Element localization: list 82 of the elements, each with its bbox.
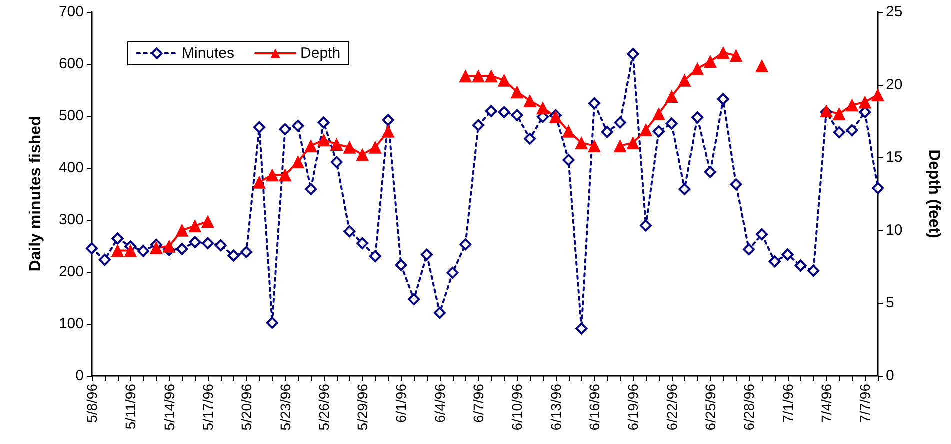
point	[498, 74, 511, 87]
x-tick-label: 6/22/96	[664, 384, 680, 431]
point	[858, 96, 872, 109]
point	[330, 138, 344, 151]
point	[150, 241, 163, 254]
point	[111, 244, 124, 258]
point	[678, 74, 692, 87]
y-tick-label: 300	[58, 212, 84, 228]
point	[652, 107, 666, 120]
y2-axis-title: Depth (feet)	[926, 150, 942, 238]
point	[176, 224, 189, 237]
point	[253, 176, 266, 189]
point	[872, 88, 884, 102]
point	[201, 215, 214, 228]
x-tick-label: 5/23/96	[277, 384, 294, 431]
y-tick-label: 100	[58, 316, 84, 332]
point	[510, 86, 524, 99]
y-tick-label: 600	[58, 56, 84, 72]
y2-tick-label: 10	[886, 222, 903, 239]
x-tick-label: 5/14/96	[161, 384, 178, 431]
x-tick-label: 7/4/96	[818, 384, 834, 423]
point	[382, 124, 395, 138]
x-tick-label: 6/7/96	[470, 384, 487, 423]
point	[317, 134, 330, 147]
y-tick-label: 200	[58, 264, 84, 280]
point	[356, 148, 370, 162]
point	[188, 220, 202, 233]
point	[756, 59, 769, 72]
point	[343, 140, 356, 154]
point	[588, 139, 602, 152]
y-axis-title: Daily minutes fished	[28, 116, 44, 272]
y2-tick-label: 20	[886, 76, 903, 94]
point	[124, 244, 138, 258]
legend-label: Minutes	[182, 45, 235, 62]
point	[266, 168, 279, 182]
point	[640, 123, 653, 136]
point	[162, 240, 176, 253]
y2-tick-label: 25	[886, 4, 903, 20]
x-tick-label: 5/8/96	[84, 384, 100, 423]
y-tick-label: 0	[76, 368, 84, 384]
x-tick-label: 5/29/96	[354, 384, 371, 431]
x-tick-label: 6/1/96	[393, 384, 410, 423]
point	[484, 70, 498, 83]
point	[614, 139, 627, 152]
x-tick-label: 5/11/96	[122, 384, 139, 430]
x-tick-label: 7/1/96	[780, 384, 796, 423]
x-tick-label: 6/4/96	[432, 384, 448, 423]
x-tick-label: 6/10/96	[509, 384, 526, 431]
point	[704, 55, 717, 68]
point	[626, 136, 640, 150]
x-tick-label: 5/20/96	[238, 384, 255, 431]
x-tick-label: 6/25/96	[702, 384, 718, 431]
point	[304, 139, 318, 152]
point	[278, 168, 292, 182]
point	[459, 70, 472, 83]
x-tick-label: 6/28/96	[741, 384, 758, 431]
x-tick-label: 5/17/96	[200, 384, 216, 431]
point	[368, 140, 382, 154]
x-tick-label: 6/19/96	[625, 384, 642, 431]
point	[472, 70, 486, 83]
x-tick-label: 5/26/96	[316, 384, 332, 431]
point	[691, 62, 704, 76]
point	[716, 46, 730, 60]
x-tick-label: 6/13/96	[548, 384, 564, 431]
y2-tick-label: 5	[886, 294, 894, 312]
x-tick-label: 7/7/96	[857, 384, 874, 423]
point	[846, 98, 859, 112]
y2-tick-label: 15	[886, 149, 903, 166]
point	[575, 136, 588, 150]
legend-label: Depth	[300, 45, 341, 62]
point	[524, 94, 537, 108]
y-tick-label: 700	[58, 4, 84, 20]
point	[730, 49, 743, 62]
y2-tick-label: 0	[886, 368, 894, 384]
point	[562, 124, 576, 138]
y-tick-label: 400	[58, 160, 84, 176]
point	[832, 107, 846, 120]
point	[665, 90, 678, 103]
point	[536, 102, 550, 115]
y-tick-label: 500	[58, 108, 84, 124]
x-tick-label: 6/16/96	[586, 384, 603, 431]
point	[292, 155, 305, 168]
